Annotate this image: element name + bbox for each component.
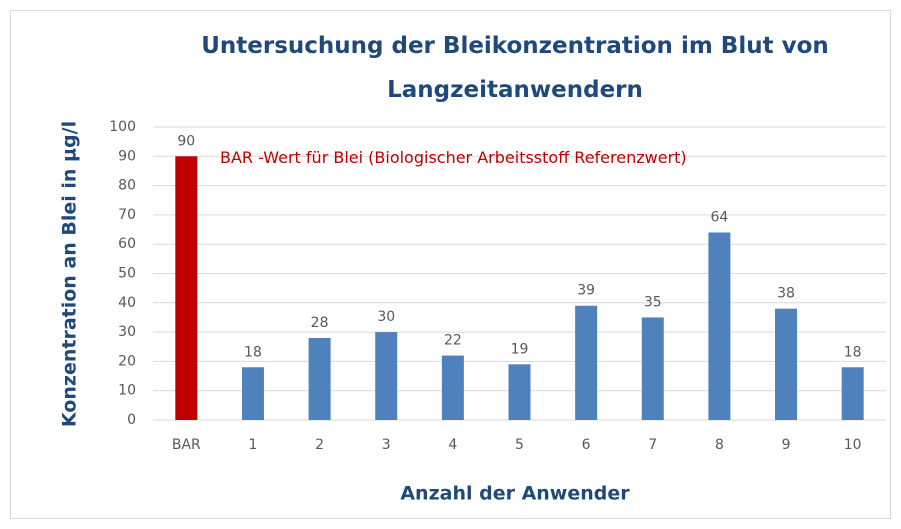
- bar: [641, 317, 664, 420]
- data-label: 90: [177, 133, 195, 149]
- chart-title: Untersuchung der Bleikonzentration im Bl…: [201, 33, 829, 103]
- bar: [375, 332, 398, 420]
- data-label: 35: [644, 294, 662, 310]
- data-label: 19: [511, 341, 529, 357]
- x-tick-label: 5: [515, 437, 524, 453]
- x-tick-label: 8: [715, 437, 724, 453]
- bar: [308, 337, 331, 420]
- bar: [575, 305, 598, 420]
- bar: [708, 232, 731, 420]
- bar: [241, 367, 264, 420]
- y-tick-label: 60: [118, 236, 136, 252]
- x-tick-label: 9: [782, 437, 791, 453]
- data-label: 38: [777, 286, 795, 302]
- y-tick-label: 100: [109, 119, 136, 135]
- x-tick-label: 4: [448, 437, 457, 453]
- data-label: 22: [444, 333, 462, 349]
- x-tick-label: 1: [248, 437, 257, 453]
- y-tick-label: 20: [118, 353, 136, 369]
- data-label: 18: [844, 344, 862, 360]
- data-label: 18: [244, 344, 262, 360]
- annotation: BAR -Wert für Blei (Biologischer Arbeits…: [220, 148, 687, 167]
- x-axis-title: Anzahl der Anwender: [400, 483, 630, 505]
- chart-border: [10, 10, 891, 519]
- x-tick-label: 10: [844, 437, 862, 453]
- x-tick-label: 7: [648, 437, 657, 453]
- y-axis-title: Konzentration an Blei in µg/l: [59, 121, 81, 427]
- data-label: 28: [311, 315, 329, 331]
- data-label: 39: [577, 283, 595, 299]
- y-tick-label: 90: [118, 148, 136, 164]
- y-tick-label: 40: [118, 295, 136, 311]
- y-tick-label: 0: [127, 412, 136, 428]
- y-tick-label: 80: [118, 178, 136, 194]
- data-label: 64: [710, 209, 728, 225]
- bar: [841, 367, 864, 420]
- data-label: 30: [377, 309, 395, 325]
- bar: [775, 308, 798, 420]
- x-tick-label: BAR: [172, 437, 201, 453]
- y-tick-label: 10: [118, 383, 136, 399]
- y-tick-label: 70: [118, 207, 136, 223]
- bar: [441, 355, 464, 420]
- x-tick-label: 2: [315, 437, 324, 453]
- bar: [508, 364, 531, 420]
- y-tick-label: 50: [118, 266, 136, 282]
- x-tick-label: 6: [582, 437, 591, 453]
- x-tick-label: 3: [382, 437, 391, 453]
- bar: [175, 156, 198, 421]
- y-tick-label: 30: [118, 324, 136, 340]
